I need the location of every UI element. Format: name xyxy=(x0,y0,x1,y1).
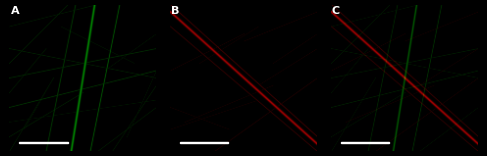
Bar xyxy=(341,141,389,144)
Text: B: B xyxy=(171,6,180,16)
Text: C: C xyxy=(332,6,340,16)
Bar xyxy=(19,141,68,144)
Bar xyxy=(180,141,228,144)
Text: A: A xyxy=(10,6,19,16)
